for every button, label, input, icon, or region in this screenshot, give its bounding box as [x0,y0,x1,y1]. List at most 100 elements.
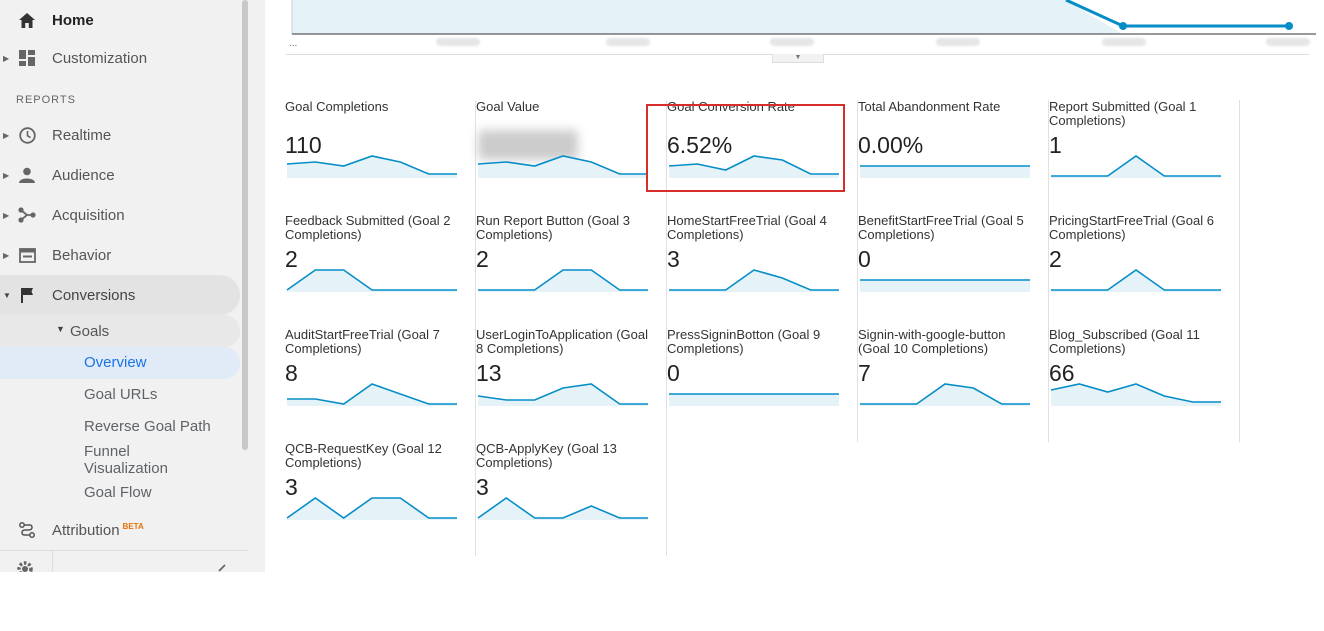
metric-sparkline [286,155,457,178]
sparkline-line [860,383,1030,405]
sparkline-fill [860,384,1030,406]
metric-card[interactable]: BenefitStartFreeTrial (Goal 5 Completion… [858,214,1049,328]
metric-name: Goal Conversion Rate [667,99,795,114]
metric-card[interactable]: QCB-RequestKey (Goal 12 Completions) 3 [285,442,476,556]
sparkline-line [286,155,457,175]
metric-card[interactable]: Goal Value [476,100,667,214]
chart-axis-tick [1102,38,1146,46]
nav-conversions[interactable]: ▼ Conversions [0,275,240,315]
sparkline-line [1050,383,1221,403]
chart-axis-tick [1266,38,1310,46]
chart-toggle-button[interactable]: ▼ [772,54,824,63]
nav-realtime-label: Realtime [52,126,112,144]
nav-realtime[interactable]: ▶ Realtime [0,115,240,155]
sparkline-fill [669,156,839,178]
metric-card[interactable]: Report Submitted (Goal 1 Completions) 1 [1049,100,1240,214]
chart-area-fill [292,0,1122,34]
metric-sparkline [860,383,1030,406]
metric-card[interactable]: Goal Conversion Rate 6.52% [667,100,858,214]
nav-behavior[interactable]: ▶ Behavior [0,235,240,275]
metric-card[interactable]: Feedback Submitted (Goal 2 Completions) 2 [285,214,476,328]
metric-value: 66 [1049,360,1075,386]
metric-name: Signin-with-google-button (Goal 10 Compl… [858,327,1006,356]
sparkline-fill [287,156,457,178]
sidebar-divider [0,550,248,551]
metric-card[interactable]: PressSigninBotton (Goal 9 Completions) 0 [667,328,858,442]
sparkline-fill [287,498,457,520]
nav-goals[interactable]: ▼ Goals [0,315,240,347]
nav-customization[interactable]: ▶ Customization [0,38,240,78]
sparkline-fill [1051,156,1221,178]
metric-value: 3 [476,474,489,500]
sparkline-fill [669,270,839,292]
metric-sparkline [1050,383,1221,406]
nav-goal-urls[interactable]: Goal URLs [84,386,158,403]
nav-funnel-visualization[interactable]: Funnel Visualization [84,443,168,477]
caret-right-icon: ▶ [3,130,10,140]
metric-name: BenefitStartFreeTrial (Goal 5 Completion… [858,213,1024,242]
metric-sparkline [477,497,648,520]
collapse-sidebar-icon[interactable] [214,562,228,572]
chart-point [1285,22,1293,30]
sparkline-fill [478,270,648,292]
chart-axis-tick [770,38,814,46]
metric-name: AuditStartFreeTrial (Goal 7 Completions) [285,327,440,356]
metric-card[interactable]: AuditStartFreeTrial (Goal 7 Completions)… [285,328,476,442]
metric-name: UserLoginToApplication (Goal 8 Completio… [476,327,648,356]
metric-value: 2 [285,246,298,272]
metric-sparkline [477,383,648,406]
metric-value: 0 [858,246,871,272]
metric-value: 110 [285,132,322,158]
nav-home[interactable]: Home [0,0,240,40]
nav-acquisition[interactable]: ▶ Acquisition [0,195,240,235]
metric-name: QCB-ApplyKey (Goal 13 Completions) [476,441,617,470]
sidebar-footer-divider [52,551,53,572]
metric-card[interactable]: Total Abandonment Rate 0.00% [858,100,1049,214]
sparkline-line [477,497,648,519]
metric-sparkline [477,155,648,178]
metric-sparkline [860,279,1030,292]
metric-name: Run Report Button (Goal 3 Completions) [476,213,630,242]
metric-card[interactable]: UserLoginToApplication (Goal 8 Completio… [476,328,667,442]
person-icon [16,164,38,186]
nav-home-label: Home [52,11,94,29]
caret-down-icon: ▼ [3,290,11,300]
metric-sparkline [669,393,839,406]
nav-goals-overview[interactable]: Overview [0,347,240,379]
behavior-icon [16,244,38,266]
nav-goal-flow[interactable]: Goal Flow [84,484,152,501]
metric-name: Goal Completions [285,99,389,114]
metric-card[interactable]: Run Report Button (Goal 3 Completions) 2 [476,214,667,328]
nav-audience[interactable]: ▶ Audience [0,155,240,195]
metric-value: 6.52% [667,132,733,158]
caret-down-icon: ▼ [56,324,65,334]
sparkline-fill [860,280,1030,292]
metric-card[interactable]: Blog_Subscribed (Goal 11 Completions) 66 [1049,328,1240,442]
chart-axis-tick [936,38,980,46]
chart-axis-tick [436,38,480,46]
dashboard-icon [16,47,38,69]
metric-card[interactable]: HomeStartFreeTrial (Goal 4 Completions) 3 [667,214,858,328]
metric-name: Report Submitted (Goal 1 Completions) [1049,99,1197,128]
metric-value: 13 [476,360,502,386]
metric-card[interactable]: Signin-with-google-button (Goal 10 Compl… [858,328,1049,442]
metric-card[interactable]: PricingStartFreeTrial (Goal 6 Completion… [1049,214,1240,328]
sparkline-fill [287,270,457,292]
sparkline-line [669,269,839,291]
sidebar-scrollbar[interactable] [242,0,248,450]
metric-sparkline [668,155,839,178]
metric-card[interactable]: Goal Completions 110 [285,100,476,214]
nav-reverse-goal-path[interactable]: Reverse Goal Path [84,418,211,435]
metric-sparkline [1051,269,1221,292]
metric-name: Feedback Submitted (Goal 2 Completions) [285,213,451,242]
metric-card[interactable]: QCB-ApplyKey (Goal 13 Completions) 3 [476,442,667,556]
nav-attribution-text: Attribution BETA [52,522,144,539]
clock-icon [16,124,38,146]
metric-sparkline [286,269,457,292]
nav-conversions-label: Conversions [52,286,136,304]
metric-name: QCB-RequestKey (Goal 12 Completions) [285,441,442,470]
metric-sparkline [669,269,839,292]
gear-icon[interactable] [17,561,33,572]
sparkline-line [477,155,648,175]
nav-attribution[interactable]: Attribution BETA [0,510,240,550]
